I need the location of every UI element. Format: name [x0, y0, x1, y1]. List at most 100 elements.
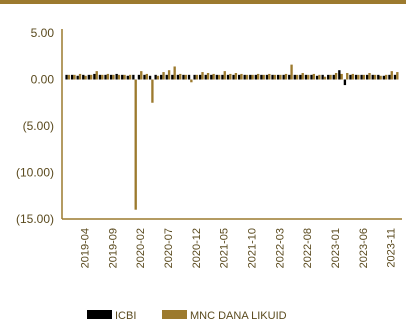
bar [368, 72, 371, 80]
bar [117, 74, 121, 80]
y-tick-label: (10.00) [16, 166, 54, 180]
x-tick-label: 2023-01 [330, 228, 342, 268]
bar [137, 74, 141, 80]
x-tick-label: 2019-09 [107, 228, 119, 268]
bar [371, 74, 374, 80]
bar [249, 74, 252, 80]
bar [245, 74, 249, 80]
bar [140, 71, 143, 80]
bar [382, 75, 386, 80]
bar [70, 74, 74, 80]
x-tick-label: 2023-06 [358, 228, 370, 268]
bar [234, 72, 238, 80]
bar [229, 73, 232, 80]
bar [199, 74, 202, 80]
bar [78, 73, 82, 80]
bar [268, 73, 271, 80]
x-tick-label: 2022-08 [302, 228, 314, 268]
bar [265, 74, 269, 80]
bar [126, 75, 129, 80]
bar [173, 66, 176, 80]
bar [366, 74, 369, 80]
bar [160, 74, 163, 80]
bar [360, 74, 363, 80]
x-axis-ticks: 2019-04 2019-09 2020-02 2020-07 2020-12 2021-… [80, 228, 398, 268]
bar [162, 72, 165, 80]
bar [201, 72, 204, 80]
bar [148, 75, 152, 80]
bar [109, 74, 113, 80]
bar [343, 79, 347, 86]
bar [190, 79, 193, 83]
bar [237, 74, 241, 80]
bar [115, 73, 118, 80]
bar [388, 74, 391, 80]
bar [204, 74, 207, 80]
bar [151, 79, 154, 103]
bar [318, 74, 321, 80]
bar [329, 74, 332, 80]
bar [340, 73, 343, 80]
bar [315, 75, 319, 80]
bar [276, 74, 280, 80]
bar [95, 71, 98, 80]
x-tick-label: 2020-07 [163, 228, 175, 268]
bar [67, 74, 71, 80]
y-tick-label: (5.00) [23, 119, 54, 133]
bar [351, 73, 354, 80]
bar [176, 74, 180, 80]
bar [212, 73, 215, 80]
bar [187, 74, 191, 80]
bar [215, 74, 219, 80]
bars [65, 64, 399, 210]
legend-swatch [162, 310, 187, 319]
bar [304, 74, 308, 80]
bar [193, 74, 196, 80]
bar [82, 74, 85, 80]
bar [184, 74, 187, 80]
bar [334, 72, 338, 80]
bar [349, 74, 352, 80]
bar [271, 74, 274, 80]
bar [262, 74, 265, 80]
bar [179, 73, 182, 80]
x-tick-label: 2019-04 [80, 228, 92, 268]
bar [156, 75, 160, 80]
bar [393, 74, 397, 80]
x-tick-label: 2020-02 [135, 228, 147, 268]
bar [73, 74, 76, 80]
bar [221, 74, 224, 80]
bar [98, 74, 102, 80]
x-tick-label: 2022-03 [274, 228, 286, 268]
bar [171, 74, 174, 80]
bar [293, 74, 296, 80]
bar [76, 75, 79, 80]
y-tick-label: 5.00 [31, 26, 55, 40]
bar [373, 74, 377, 80]
x-tick-label: 2021-05 [219, 228, 231, 268]
bar [257, 73, 260, 80]
bar [390, 71, 393, 80]
bar [385, 74, 388, 80]
bar [128, 74, 132, 80]
bar [165, 74, 168, 80]
bar [134, 79, 137, 210]
bar [112, 74, 115, 80]
bar [396, 72, 399, 80]
bar [254, 74, 258, 80]
bar [243, 74, 246, 80]
bar [218, 74, 221, 80]
top-rule [0, 0, 406, 4]
bar [260, 74, 263, 80]
bar [84, 75, 87, 80]
bar [223, 71, 226, 80]
bar [104, 74, 107, 80]
bar [87, 74, 91, 80]
y-tick-label: (15.00) [16, 212, 54, 226]
bar [332, 74, 335, 80]
bar [154, 74, 157, 80]
bar [210, 74, 213, 80]
bar [288, 74, 291, 80]
bar [312, 73, 316, 80]
bar [338, 70, 341, 80]
